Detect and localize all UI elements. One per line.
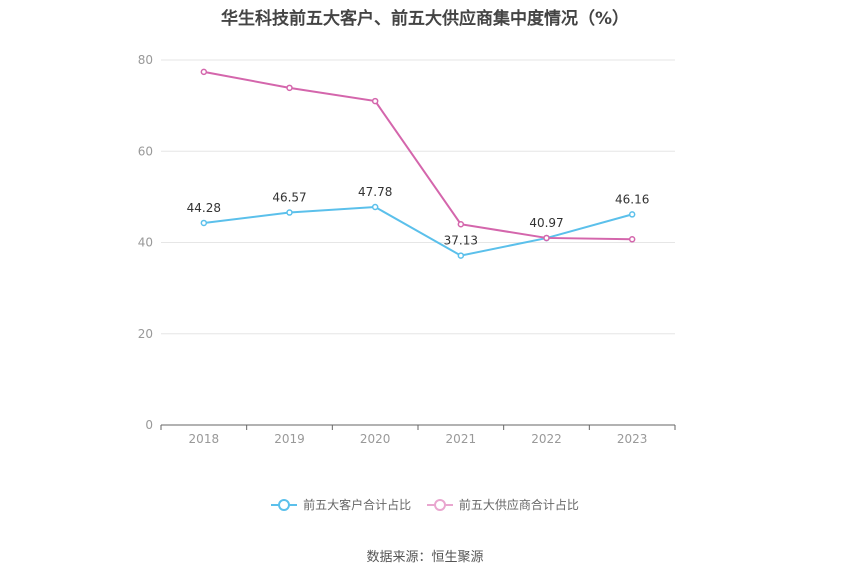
data-label: 46.16	[615, 192, 649, 206]
data-label: 44.28	[187, 201, 221, 215]
x-tick-label: 2021	[446, 432, 477, 446]
data-point	[628, 211, 636, 218]
data-label: 47.78	[358, 185, 392, 199]
x-tick-label: 2019	[274, 432, 305, 446]
y-tick-label: 0	[145, 418, 153, 432]
data-point	[200, 219, 208, 227]
y-tick-label: 20	[138, 327, 153, 341]
data-point	[543, 234, 550, 242]
data-point	[286, 209, 293, 216]
data-point	[457, 221, 465, 228]
data-point	[457, 252, 465, 259]
legend-item-suppliers[interactable]: 前五大供应商合计占比	[426, 496, 579, 513]
series-line	[203, 70, 633, 241]
data-point	[286, 84, 293, 92]
legend: 前五大客户合计占比 前五大供应商合计占比	[0, 496, 850, 515]
x-tick-label: 2018	[189, 432, 220, 446]
data-point	[628, 236, 636, 243]
data-point	[371, 203, 379, 211]
chart-title: 华生科技前五大客户、前五大供应商集中度情况（%）	[220, 9, 630, 29]
data-label: 46.57	[272, 191, 306, 205]
y-tick-label: 80	[138, 53, 153, 67]
data-point	[371, 97, 379, 105]
x-tick-label: 2022	[531, 432, 562, 446]
data-point	[200, 68, 208, 76]
source-note: 数据来源：恒生聚源	[366, 550, 484, 565]
x-tick-label: 2023	[617, 432, 648, 446]
legend-line-marker-icon	[271, 498, 298, 511]
legend-label-customers: 前五大客户合计占比	[303, 498, 412, 512]
legend-label-suppliers: 前五大供应商合计占比	[458, 498, 579, 512]
y-tick-label: 40	[138, 236, 153, 250]
legend-line-marker-icon	[426, 498, 453, 511]
data-label: 40.97	[529, 216, 563, 230]
x-tick-label: 2020	[360, 432, 391, 446]
y-tick-label: 60	[138, 144, 153, 158]
data-label: 37.13	[444, 234, 478, 248]
series-line	[203, 205, 633, 257]
legend-item-customers[interactable]: 前五大客户合计占比	[271, 496, 411, 513]
